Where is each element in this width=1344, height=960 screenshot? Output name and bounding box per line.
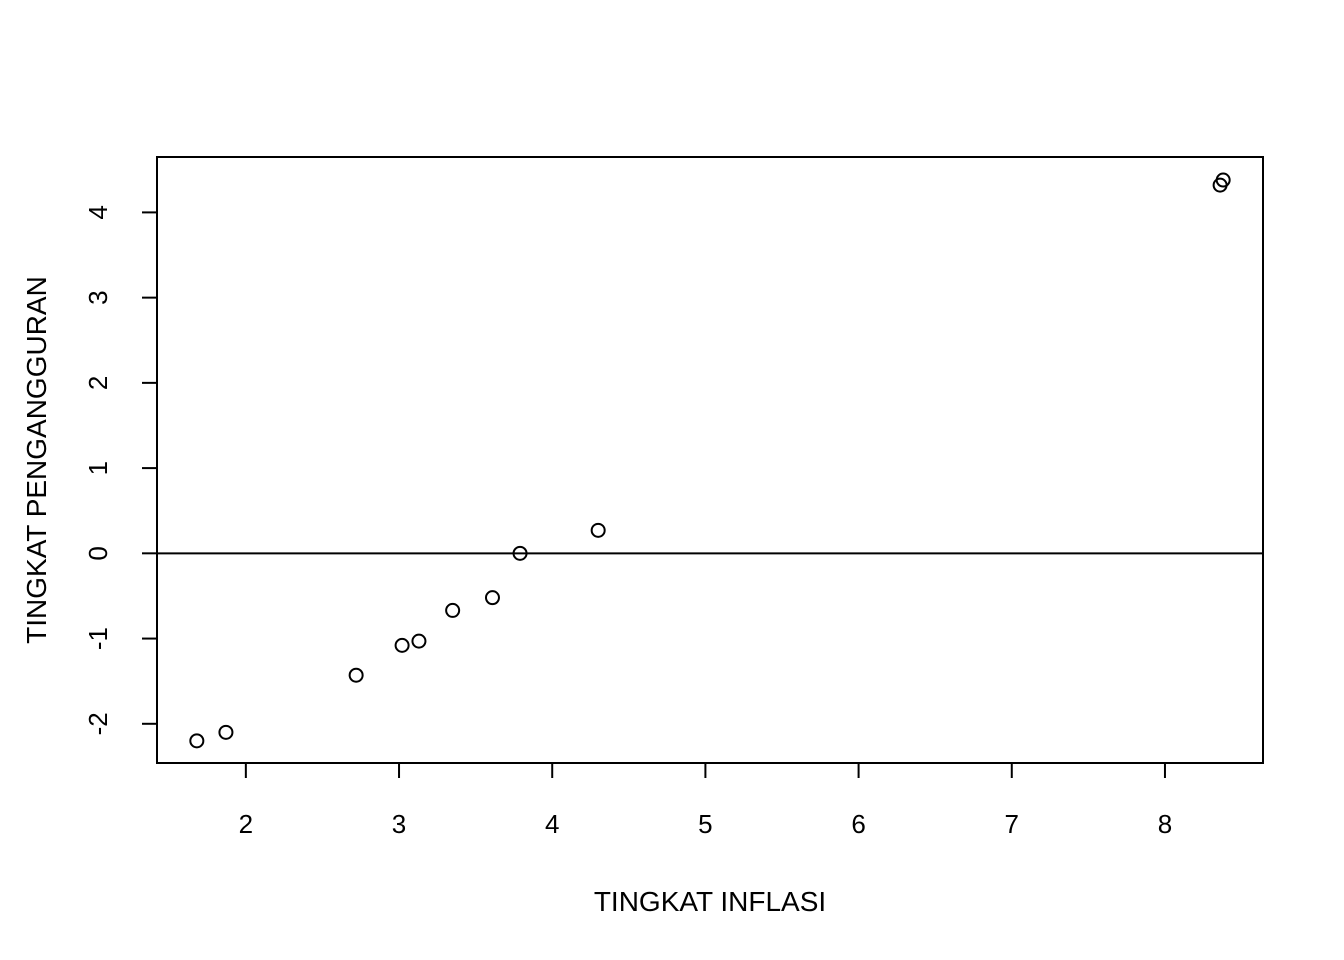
data-point: [411, 633, 427, 649]
x-tick-label: 2: [239, 809, 253, 839]
data-point: [445, 602, 461, 618]
plot-frame: [156, 156, 1264, 764]
data-point: [512, 545, 528, 561]
data-point: [590, 522, 606, 538]
x-axis-label: TINGKAT INFLASI: [594, 886, 826, 917]
x-tick-label: 6: [851, 809, 865, 839]
data-point: [218, 724, 234, 740]
data-point: [484, 590, 500, 606]
x-tick-label: 4: [545, 809, 559, 839]
x-tick-label: 7: [1005, 809, 1019, 839]
y-axis-label: TINGKAT PENGANGGURAN: [21, 276, 52, 644]
y-tick-label: 3: [83, 290, 113, 304]
data-point: [1215, 172, 1231, 188]
y-tick-label: -1: [83, 627, 113, 650]
y-tick-label: -2: [83, 712, 113, 735]
data-point: [189, 733, 205, 749]
y-tick-label: 1: [83, 461, 113, 475]
y-tick-label: 4: [83, 205, 113, 219]
y-tick-label: 2: [83, 376, 113, 390]
x-tick-label: 8: [1158, 809, 1172, 839]
data-point: [394, 637, 410, 653]
x-tick-label: 5: [698, 809, 712, 839]
y-tick-label: 0: [83, 546, 113, 560]
x-tick-label: 3: [392, 809, 406, 839]
plot-area: 2 3 4 5 6 7 8 -2 -1 0 1 2 3 4: [83, 156, 1264, 839]
data-point: [348, 667, 364, 683]
